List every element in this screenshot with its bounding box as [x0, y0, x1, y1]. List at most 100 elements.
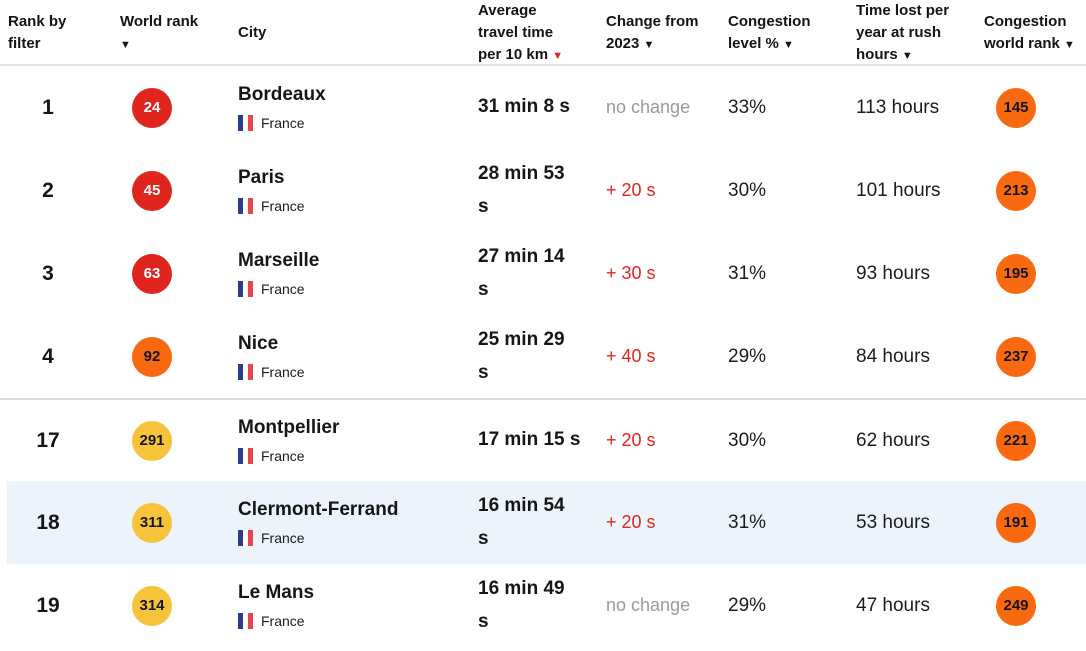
france-flag-icon	[238, 364, 253, 380]
col-header-label: Congestion world rank	[984, 12, 1067, 52]
world-rank-badge: 45	[132, 170, 172, 211]
sort-desc-icon[interactable]: ▼	[120, 38, 131, 51]
congestion-world-rank-badge: 237	[996, 336, 1036, 377]
time-lost-value: 53 hours	[856, 511, 930, 533]
world-rank-badge: 311	[132, 502, 172, 543]
city-name[interactable]: Montpellier	[238, 417, 340, 438]
col-header-congestion-level[interactable]: Congestion level % ▼	[718, 11, 846, 55]
time-lost-value: 93 hours	[856, 262, 930, 284]
rank-by-filter-value: 17	[36, 428, 60, 452]
world-rank-badge: 92	[132, 336, 172, 377]
col-header-label: Change from 2023	[606, 12, 699, 52]
table-row[interactable]: 2 45 Paris France 28 min 53 s + 20 s 30%…	[0, 149, 1086, 232]
world-rank-badge: 291	[132, 420, 172, 461]
col-header-change-from-2023[interactable]: Change from 2023 ▼	[596, 11, 718, 55]
table-header-row: Rank by filter World rank ▼ City Average…	[0, 0, 1086, 66]
congestion-level-value: 33%	[728, 96, 767, 118]
country-row: France	[238, 448, 468, 464]
france-flag-icon	[238, 530, 253, 546]
sort-desc-icon[interactable]: ▼	[901, 49, 913, 62]
table-row[interactable]: 18 311 Clermont-Ferrand France 16 min 54…	[0, 481, 1086, 564]
sort-desc-icon[interactable]: ▼	[643, 38, 655, 51]
france-flag-icon	[238, 448, 253, 464]
country-name: France	[261, 115, 305, 131]
time-lost-value: 113 hours	[856, 96, 940, 118]
change-from-2023-value: no change	[606, 595, 691, 615]
avg-travel-time-value: 27 min 14 s	[478, 246, 565, 300]
congestion-level-value: 30%	[728, 429, 767, 451]
col-header-avg-travel-time[interactable]: Average travel time per 10 km ▼	[468, 0, 596, 65]
city-name[interactable]: Le Mans	[238, 582, 315, 603]
sort-desc-icon[interactable]: ▼	[1064, 38, 1075, 51]
world-rank-badge: 63	[132, 253, 172, 294]
col-header-label: Time lost per year at rush hours	[856, 2, 950, 63]
france-flag-icon	[238, 115, 253, 131]
time-lost-value: 62 hours	[856, 429, 930, 451]
col-header-label: Rank by filter	[8, 12, 67, 52]
city-name[interactable]: Paris	[238, 167, 285, 188]
congestion-world-rank-badge: 195	[996, 253, 1036, 294]
city-name[interactable]: Clermont-Ferrand	[238, 499, 399, 520]
country-name: France	[261, 448, 305, 464]
congestion-level-value: 29%	[728, 345, 767, 367]
country-row: France	[238, 115, 468, 131]
rank-by-filter-value: 19	[36, 593, 60, 617]
congestion-world-rank-badge: 145	[996, 87, 1036, 128]
congestion-world-rank-badge: 249	[996, 585, 1036, 626]
france-flag-icon	[238, 198, 253, 214]
time-lost-value: 47 hours	[856, 594, 930, 616]
change-from-2023-value: + 30 s	[606, 263, 656, 283]
rank-by-filter-value: 2	[42, 178, 54, 202]
country-row: France	[238, 364, 468, 380]
table-row[interactable]: 19 314 Le Mans France 16 min 49 s no cha…	[0, 564, 1086, 647]
change-from-2023-value: + 40 s	[606, 346, 656, 366]
avg-travel-time-value: 28 min 53 s	[478, 163, 565, 217]
table-row[interactable]: 4 92 Nice France 25 min 29 s + 40 s 29% …	[0, 315, 1086, 398]
country-name: France	[261, 364, 305, 380]
congestion-world-rank-badge: 191	[996, 502, 1036, 543]
france-flag-icon	[238, 281, 253, 297]
world-rank-badge: 24	[132, 87, 172, 128]
sort-desc-icon[interactable]: ▼	[783, 38, 794, 51]
col-header-label: City	[238, 23, 267, 41]
col-header-congestion-world-rank[interactable]: Congestion world rank ▼	[974, 11, 1086, 55]
col-header-world-rank[interactable]: World rank ▼	[110, 11, 228, 55]
congestion-level-value: 29%	[728, 594, 767, 616]
congestion-level-value: 31%	[728, 511, 767, 533]
col-header-time-lost[interactable]: Time lost per year at rush hours ▼	[846, 0, 974, 65]
city-name[interactable]: Nice	[238, 333, 279, 354]
avg-travel-time-value: 17 min 15 s	[478, 429, 581, 451]
sort-desc-icon-active[interactable]: ▼	[552, 49, 564, 62]
change-from-2023-value: + 20 s	[606, 512, 656, 532]
congestion-level-value: 31%	[728, 262, 767, 284]
table-row[interactable]: 1 24 Bordeaux France 31 min 8 s no chang…	[0, 66, 1086, 149]
avg-travel-time-value: 25 min 29 s	[478, 329, 565, 383]
country-row: France	[238, 198, 468, 214]
country-name: France	[261, 281, 305, 297]
table-row[interactable]: 17 291 Montpellier France 17 min 15 s + …	[0, 398, 1086, 481]
country-row: France	[238, 613, 468, 629]
france-flag-icon	[238, 613, 253, 629]
country-row: France	[238, 530, 468, 546]
change-from-2023-value: no change	[606, 97, 691, 117]
world-rank-badge: 314	[132, 585, 172, 626]
congestion-level-value: 30%	[728, 179, 767, 201]
country-name: France	[261, 530, 305, 546]
city-name[interactable]: Bordeaux	[238, 84, 326, 105]
city-name[interactable]: Marseille	[238, 250, 320, 271]
change-from-2023-value: + 20 s	[606, 430, 656, 450]
rank-by-filter-value: 18	[36, 510, 60, 534]
col-header-label: Average travel time per 10 km	[478, 2, 554, 63]
country-name: France	[261, 198, 305, 214]
rank-by-filter-value: 1	[42, 95, 54, 119]
congestion-world-rank-badge: 221	[996, 420, 1036, 461]
country-row: France	[238, 281, 468, 297]
time-lost-value: 84 hours	[856, 345, 930, 367]
col-header-label: Congestion level %	[728, 12, 811, 52]
col-header-city: City	[228, 22, 468, 44]
col-header-label: World rank	[120, 12, 199, 30]
table-row[interactable]: 3 63 Marseille France 27 min 14 s + 30 s…	[0, 232, 1086, 315]
col-header-rank-by-filter: Rank by filter	[0, 11, 110, 55]
time-lost-value: 101 hours	[856, 179, 941, 201]
avg-travel-time-value: 16 min 49 s	[478, 578, 565, 632]
